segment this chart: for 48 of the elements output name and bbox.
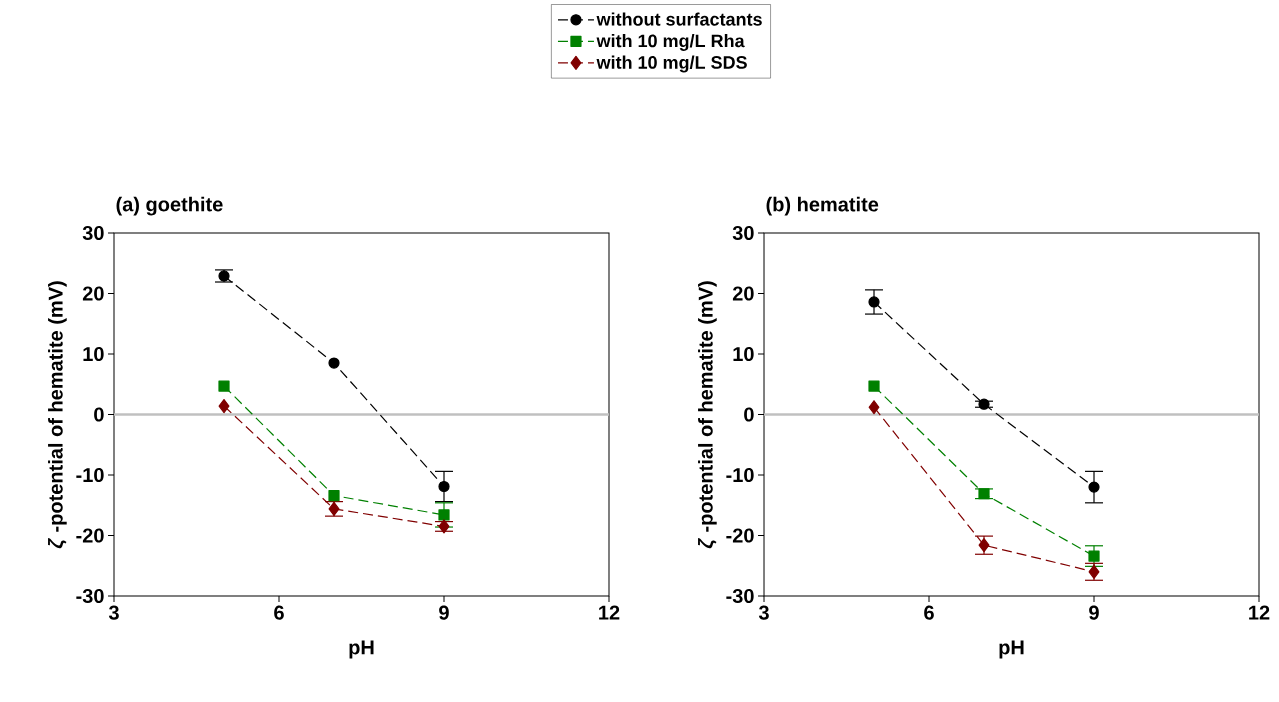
x-axis-title: pH: [999, 640, 1024, 659]
y-tick-label: 10: [733, 346, 754, 362]
point: [218, 270, 230, 282]
point: [1088, 481, 1100, 493]
point: [438, 519, 450, 534]
point: [328, 501, 340, 516]
x-tick-label: 9: [1089, 605, 1099, 620]
y-tick-label: 20: [82, 286, 104, 301]
x-tick-label: 9: [439, 605, 449, 620]
legend-label: with 10 mg/L Rha: [596, 34, 745, 51]
legend-label: with 10 mg/L SDS: [596, 55, 747, 73]
legend-label: without surfactants: [596, 12, 762, 26]
y-axis-title: ζ -potential of hematite (mV): [698, 281, 717, 549]
chart-title: (a) goethite: [116, 196, 223, 216]
point: [868, 400, 880, 415]
point: [868, 380, 880, 392]
point: [978, 488, 990, 500]
y-tick-label: 0: [94, 407, 104, 422]
point: [328, 357, 340, 369]
x-tick-label: 3: [108, 605, 119, 620]
x-tick-label: 6: [924, 605, 934, 620]
x-axis-title: pH: [349, 640, 374, 659]
x-tick-label: 12: [599, 605, 620, 620]
y-tick-label: 30: [732, 225, 754, 241]
x-tick-label: 12: [1249, 605, 1270, 620]
y-tick-label: 30: [82, 225, 104, 241]
point: [438, 480, 450, 493]
y-tick-label: 0: [744, 407, 754, 422]
x-tick-label: 3: [758, 605, 769, 620]
y-tick-label: -30: [76, 588, 104, 604]
point: [328, 489, 340, 502]
point: [438, 509, 450, 521]
y-tick-label: 10: [83, 346, 104, 362]
y-axis-title: ζ -potential of hematite (mV): [48, 281, 67, 549]
point: [218, 398, 230, 414]
point: [978, 398, 990, 410]
chart-title: (b) hematite: [766, 196, 879, 216]
y-tick-label: -10: [76, 467, 104, 483]
y-tick-label: -20: [726, 528, 754, 543]
x-tick-label: 6: [274, 605, 284, 620]
y-tick-label: -10: [726, 467, 754, 483]
point: [1088, 550, 1100, 562]
point: [218, 380, 230, 392]
point: [1088, 564, 1100, 579]
point: [868, 296, 880, 308]
y-tick-label: 20: [732, 286, 754, 301]
y-tick-label: -20: [76, 528, 104, 543]
y-tick-label: -30: [726, 588, 754, 604]
